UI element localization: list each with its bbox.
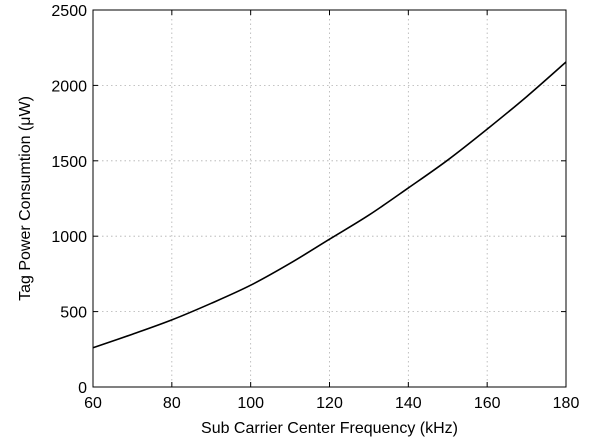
x-tick-label: 60	[84, 395, 102, 412]
x-tick-labels: 60 80 100 120 140 160 180	[84, 395, 579, 412]
x-tick-label: 160	[474, 395, 501, 412]
x-tick-label: 120	[316, 395, 343, 412]
x-tick-label: 140	[395, 395, 422, 412]
y-axis-label: Tag Power Consumtion (μW)	[17, 96, 34, 301]
y-tick-label: 2500	[51, 3, 87, 20]
series-line	[92, 61, 567, 349]
y-tick-labels: 0 500 1000 1500 2000 2500	[51, 3, 87, 397]
x-tick-label: 180	[553, 395, 580, 412]
y-tick-label: 1500	[51, 154, 87, 171]
x-tick-label: 80	[163, 395, 181, 412]
y-tick-label: 0	[78, 380, 87, 397]
y-tick-label: 500	[60, 305, 87, 322]
tick-marks	[92, 9, 567, 388]
x-tick-label: 100	[237, 395, 264, 412]
grid-lines	[93, 10, 566, 387]
y-tick-label: 1000	[51, 229, 87, 246]
y-tick-label: 2000	[51, 78, 87, 95]
x-axis-label: Sub Carrier Center Frequency (kHz)	[201, 420, 458, 437]
series-group	[92, 61, 567, 349]
